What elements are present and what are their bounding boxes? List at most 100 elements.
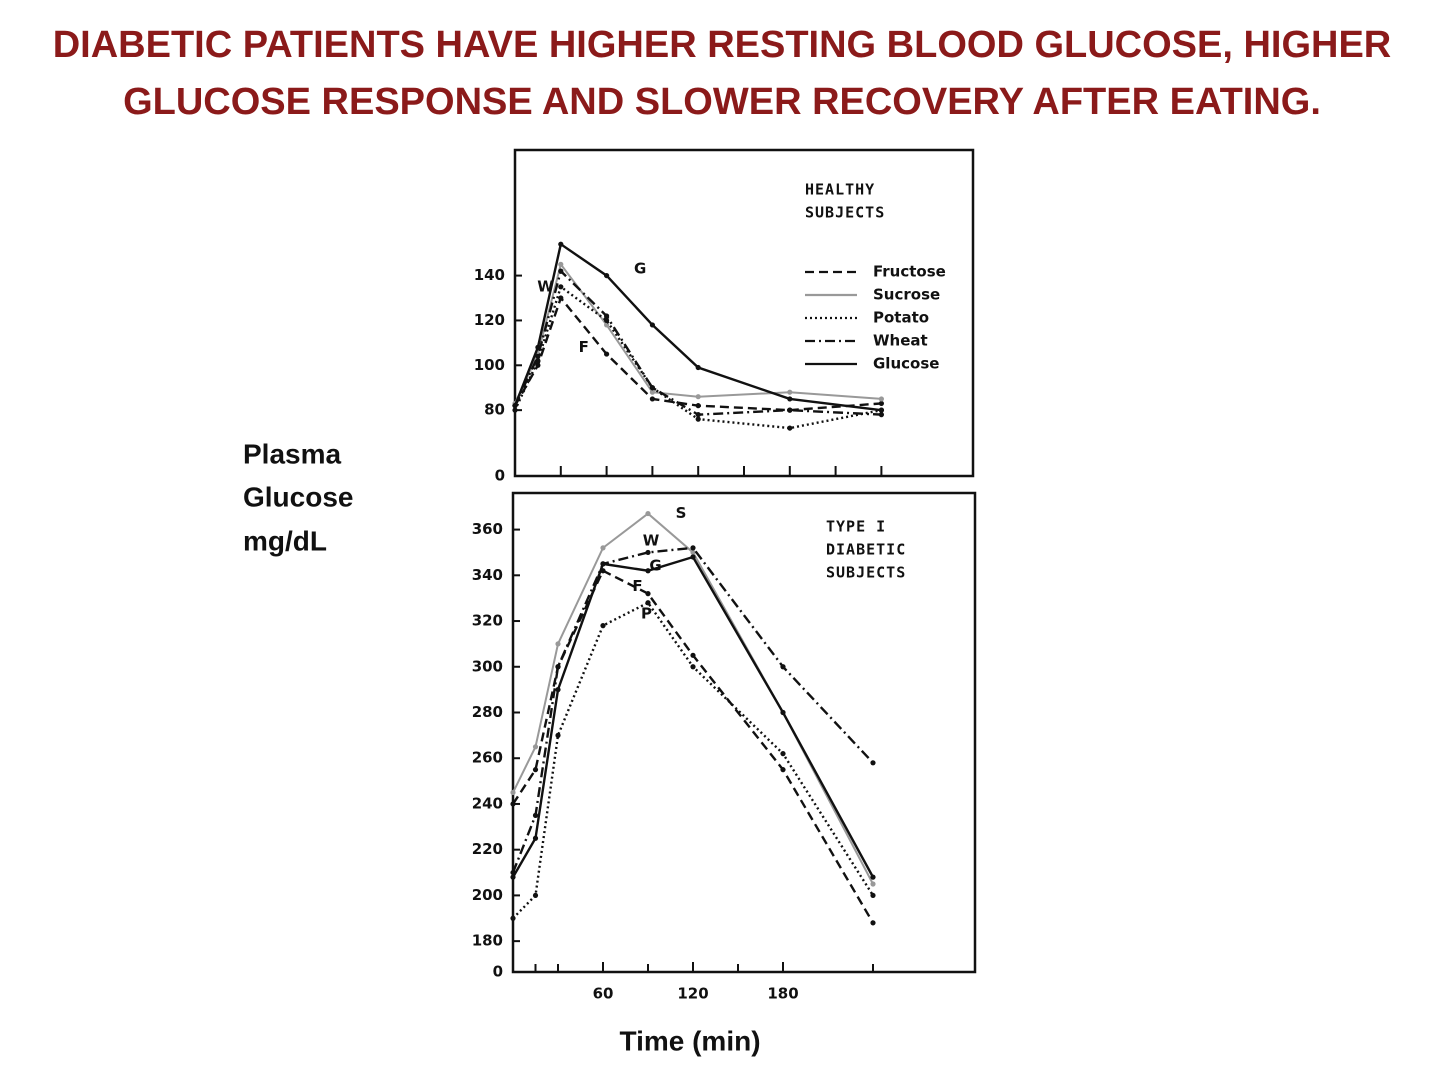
series-line (511, 555, 875, 878)
data-point (780, 751, 786, 757)
data-point (690, 554, 696, 560)
data-point (604, 313, 610, 319)
annotation: G (634, 259, 646, 277)
series-line (511, 546, 874, 873)
legend-label: Wheat (873, 332, 928, 350)
data-point (555, 641, 561, 647)
data-point (532, 835, 539, 841)
data-point (558, 268, 564, 274)
data-point (510, 874, 516, 880)
y-tick-label: 180 (472, 932, 503, 950)
annotation: F (579, 338, 589, 356)
x-tick-label: 60 (593, 985, 614, 1003)
annotation: P (641, 605, 652, 623)
data-point (787, 407, 793, 413)
data-point (695, 394, 701, 400)
data-point (870, 892, 876, 899)
title-line: GLUCOSE RESPONSE AND SLOWER RECOVERY AFT… (123, 81, 1321, 123)
data-point (878, 400, 885, 407)
data-point (512, 403, 518, 409)
data-point (690, 549, 696, 556)
data-point (787, 396, 793, 402)
y-tick-label: 280 (472, 703, 503, 721)
data-point (649, 389, 656, 395)
data-point (555, 664, 561, 670)
legend-label: Fructose (873, 263, 946, 281)
y-tick-label: 120 (474, 311, 505, 329)
data-point (555, 732, 561, 738)
data-point (604, 351, 610, 357)
data-point (558, 261, 564, 267)
y-axis-label: Plasma (243, 438, 341, 469)
y-tick-label: 0 (493, 963, 503, 981)
legend-label: Potato (873, 309, 929, 327)
y-tick-label: 300 (472, 657, 503, 675)
data-point (649, 396, 656, 402)
data-point (535, 344, 541, 350)
data-point (878, 412, 885, 418)
data-point (645, 600, 651, 606)
annotation: S (676, 504, 687, 522)
data-point (649, 385, 656, 391)
data-point (870, 881, 876, 887)
data-point (780, 767, 786, 773)
data-point (645, 549, 651, 556)
y-tick-label: 260 (472, 749, 503, 767)
y-tick-label: 320 (472, 612, 503, 630)
series-line (511, 569, 875, 924)
data-point (600, 545, 606, 551)
data-point (870, 920, 876, 926)
plot-frame (511, 491, 977, 974)
panel-label: DIABETIC (826, 541, 906, 559)
data-point (555, 687, 561, 693)
data-point (510, 789, 516, 796)
y-tick-label: 140 (474, 266, 505, 284)
annotation: G (649, 557, 661, 575)
data-point (558, 295, 564, 301)
series-line (512, 601, 875, 920)
y-tick-label: 0 (495, 467, 505, 485)
data-point (600, 561, 606, 567)
series-line (513, 242, 882, 412)
data-point (558, 284, 564, 290)
y-axis-label: Glucose (243, 481, 353, 512)
data-point (780, 709, 786, 716)
panel-label: TYPE I (826, 518, 886, 536)
data-point (870, 874, 876, 880)
y-tick-label: 80 (484, 401, 505, 419)
data-point (690, 652, 696, 658)
x-tick-label: 180 (767, 985, 798, 1003)
data-point (510, 801, 516, 807)
data-point (604, 272, 610, 279)
data-point (600, 623, 606, 629)
y-tick-label: 100 (474, 356, 505, 374)
data-point (558, 241, 564, 247)
data-point (787, 425, 793, 431)
data-point (649, 322, 656, 328)
data-point (604, 322, 610, 328)
y-tick-label: 220 (472, 840, 503, 858)
annotation: F (632, 577, 642, 595)
title-line: DIABETIC PATIENTS HAVE HIGHER RESTING BL… (53, 24, 1392, 66)
data-point (532, 892, 539, 899)
data-point (604, 317, 610, 324)
data-point (695, 412, 701, 418)
annotation: W (643, 532, 660, 550)
data-point (535, 358, 541, 364)
data-point (878, 407, 885, 413)
series-line (513, 295, 882, 412)
data-point (690, 545, 696, 551)
y-tick-label: 360 (472, 520, 503, 538)
y-tick-label: 340 (472, 566, 503, 584)
data-point (510, 915, 516, 921)
panel-label: SUBJECTS (826, 564, 906, 582)
data-point (780, 664, 786, 670)
legend-label: Glucose (873, 355, 939, 373)
x-axis-label: Time (min) (619, 1025, 760, 1056)
series-line (513, 268, 882, 416)
x-tick-label: 120 (677, 985, 708, 1003)
data-point (695, 364, 701, 371)
data-point (787, 389, 793, 395)
data-point (512, 407, 518, 413)
